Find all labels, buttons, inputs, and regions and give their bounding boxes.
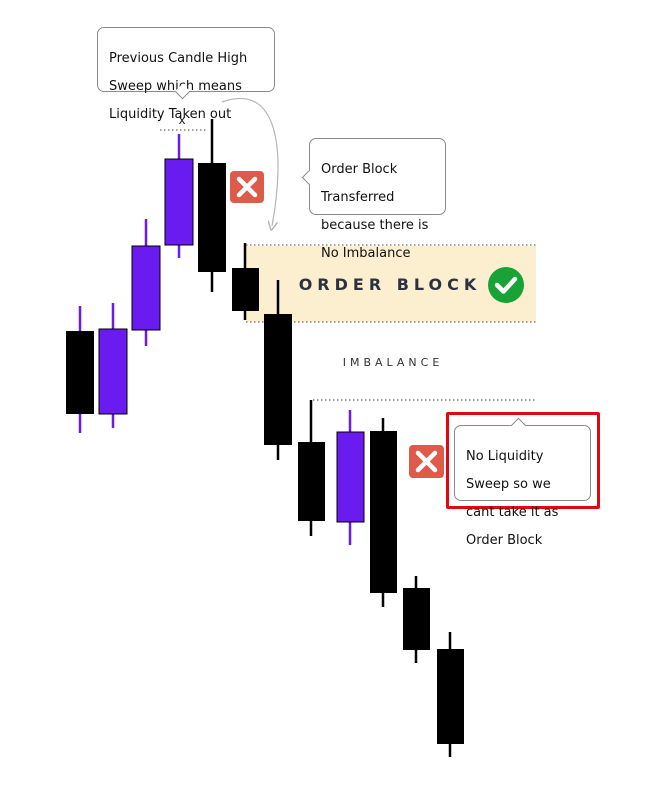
candle-8 [298,400,325,536]
candle-10 [370,418,397,607]
transfer-arrow [221,97,279,226]
callout-line: No Imbalance [321,246,411,261]
candle-7 [264,280,292,460]
candle-12 [437,632,464,757]
cross-icon [230,171,264,203]
callout-line: Liquidity Taken out [109,107,232,122]
cross-icon [409,445,444,478]
callout-line: Order Block [466,533,543,548]
candle-1 [66,306,94,433]
order-block-transferred-callout: Order Block Transferred because there is… [301,138,446,261]
order-block-zone [246,246,536,322]
liquidity-sweep-callout: Previous Candle High Sweep which means L… [97,27,275,122]
callout-line: Sweep so we [466,477,551,492]
callout-line: Order Block [321,162,398,177]
sweep-marker: x [178,113,185,127]
candle-4 [164,134,194,258]
candles [66,119,464,757]
candle-9 [336,410,365,545]
candle-3 [131,219,161,346]
callout-line: because there is [321,218,429,233]
callout-line: Previous Candle High [109,51,248,66]
imbalance-label: IMBALANCE [343,356,444,369]
callout-line: cant take it as [466,505,559,520]
no-liquidity-sweep-callout: No Liquidity Sweep so we cant take it as… [454,417,591,548]
callout-line: Transferred [321,190,395,205]
check-icon [488,267,524,303]
candle-6 [232,243,259,320]
candle-2 [98,303,128,428]
order-block-label: ORDER BLOCK [299,275,482,294]
callout-line: Sweep which means [109,79,242,94]
candle-5 [198,119,226,292]
candle-11 [403,576,430,663]
callout-line: No Liquidity [466,449,544,464]
highlight-box [446,412,600,509]
